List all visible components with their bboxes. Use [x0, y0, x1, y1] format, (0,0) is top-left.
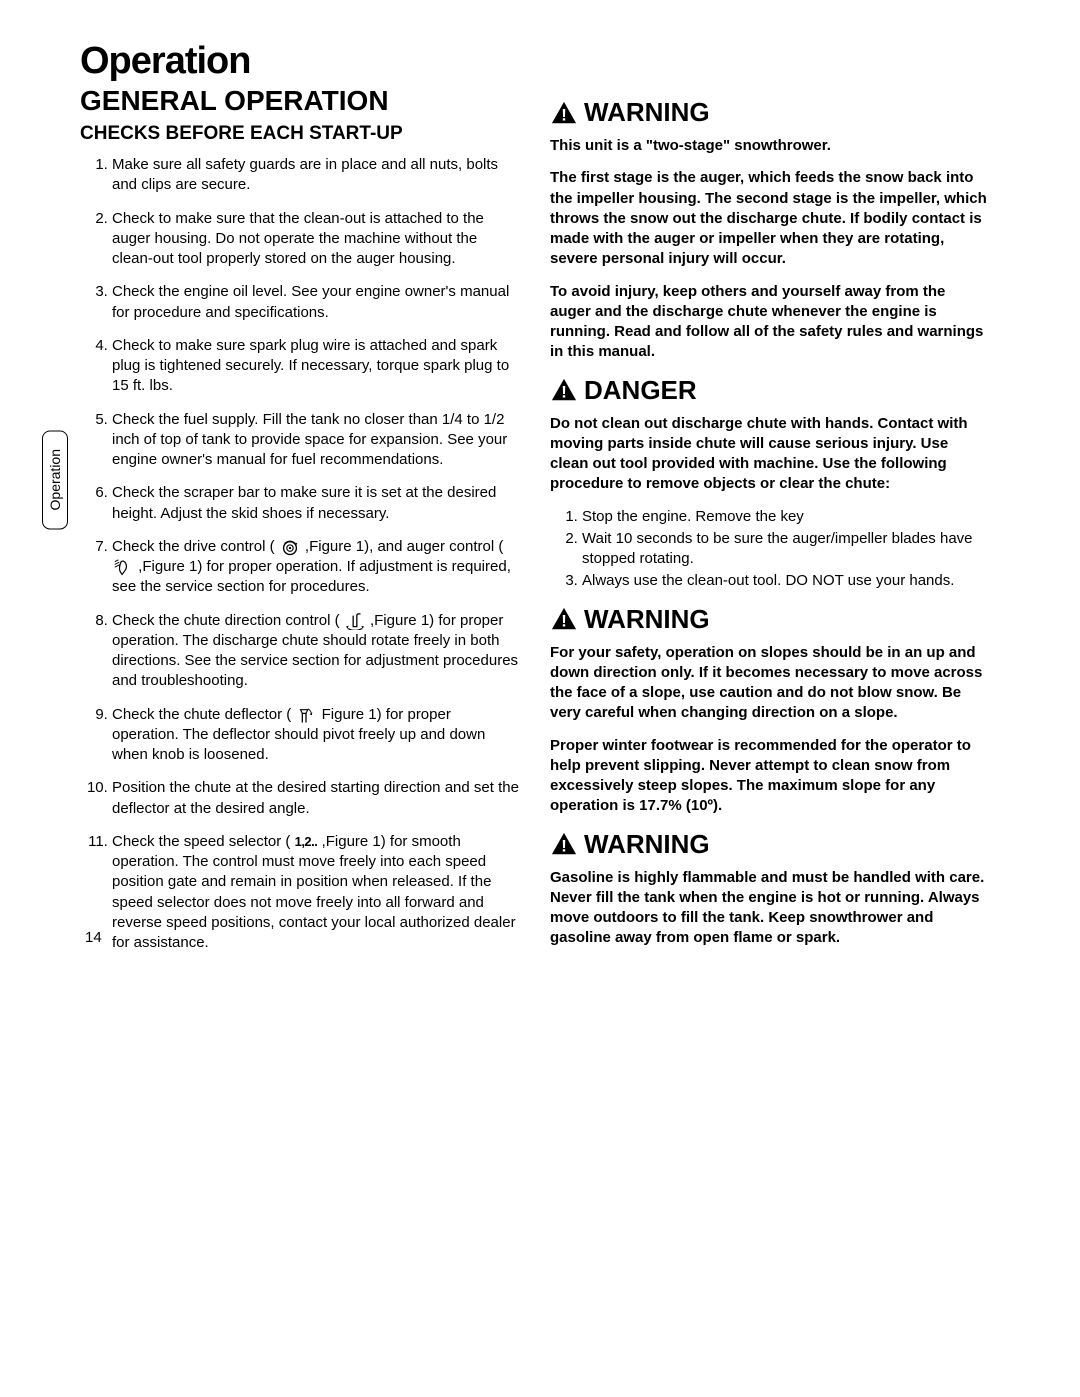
warning-triangle-icon: !: [550, 831, 578, 857]
side-tab-operation: Operation: [42, 430, 68, 529]
right-column: ! WARNING This unit is a "two-stage" sno…: [550, 85, 990, 966]
step-2: Wait 10 seconds to be sure the auger/imp…: [582, 529, 990, 570]
step-3: Always use the clean-out tool. DO NOT us…: [582, 571, 990, 591]
svg-text:!: !: [561, 836, 567, 855]
warning-header-1: ! WARNING: [550, 97, 990, 128]
svg-text:!: !: [561, 105, 567, 124]
check-item-1: Make sure all safety guards are in place…: [112, 155, 520, 196]
check-item-2: Check to make sure that the clean-out is…: [112, 209, 520, 270]
two-column-layout: GENERAL OPERATION CHECKS BEFORE EACH STA…: [80, 85, 1020, 966]
auger-control-icon: [112, 558, 134, 576]
danger-header: ! DANGER: [550, 375, 990, 406]
speed-selector-icon: 1,2..: [295, 833, 318, 851]
text: Check the speed selector (: [112, 833, 295, 850]
danger-label: DANGER: [584, 375, 697, 406]
warning-text: For your safety, operation on slopes sho…: [550, 643, 990, 724]
text: ,Figure 1), and auger control (: [305, 538, 503, 555]
sub-title: CHECKS BEFORE EACH START-UP: [80, 123, 520, 145]
chute-direction-icon: [344, 612, 366, 630]
warning-triangle-icon: !: [550, 377, 578, 403]
warning-text: The first stage is the auger, which feed…: [550, 168, 990, 269]
warning-triangle-icon: !: [550, 100, 578, 126]
check-item-8: Check the chute direction control ( ,Fig…: [112, 611, 520, 692]
danger-text: Do not clean out discharge chute with ha…: [550, 414, 990, 495]
main-title: Operation: [80, 40, 1020, 83]
check-item-4: Check to make sure spark plug wire is at…: [112, 336, 520, 397]
text: Check the chute deflector (: [112, 706, 295, 723]
page-number: 14: [85, 929, 102, 946]
warning-triangle-icon: !: [550, 606, 578, 632]
drive-control-icon: [279, 538, 301, 556]
warning-text: Gasoline is highly flammable and must be…: [550, 868, 990, 949]
warning-header-3: ! WARNING: [550, 829, 990, 860]
checklist: Make sure all safety guards are in place…: [80, 155, 520, 953]
svg-text:!: !: [561, 611, 567, 630]
page: Operation Operation GENERAL OPERATION CH…: [0, 0, 1080, 1006]
warning-text: To avoid injury, keep others and yoursel…: [550, 282, 990, 363]
section-title: GENERAL OPERATION: [80, 85, 520, 117]
text: Check the drive control (: [112, 538, 279, 555]
check-item-6: Check the scraper bar to make sure it is…: [112, 483, 520, 524]
check-item-10: Position the chute at the desired starti…: [112, 778, 520, 819]
warning-label: WARNING: [584, 97, 710, 128]
left-column: GENERAL OPERATION CHECKS BEFORE EACH STA…: [80, 85, 520, 966]
danger-steps: Stop the engine. Remove the key Wait 10 …: [550, 507, 990, 592]
check-item-5: Check the fuel supply. Fill the tank no …: [112, 410, 520, 471]
text: Check the chute direction control (: [112, 612, 344, 629]
warning-label: WARNING: [584, 829, 710, 860]
warning-text: Proper winter footwear is recommended fo…: [550, 736, 990, 817]
check-item-9: Check the chute deflector ( Figure 1) fo…: [112, 705, 520, 766]
chute-deflector-icon: [295, 706, 317, 724]
warning-label: WARNING: [584, 604, 710, 635]
warning-header-2: ! WARNING: [550, 604, 990, 635]
check-item-11: Check the speed selector ( 1,2.. ,Figure…: [112, 832, 520, 954]
svg-text:!: !: [561, 382, 567, 401]
check-item-3: Check the engine oil level. See your eng…: [112, 282, 520, 323]
step-1: Stop the engine. Remove the key: [582, 507, 990, 527]
text: ,Figure 1) for proper operation. If adju…: [112, 558, 511, 595]
check-item-7: Check the drive control ( ,Figure 1), an…: [112, 537, 520, 598]
warning-text: This unit is a "two-stage" snowthrower.: [550, 136, 990, 156]
